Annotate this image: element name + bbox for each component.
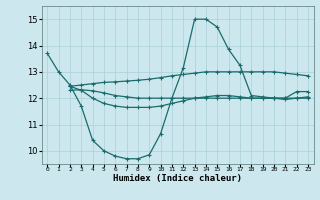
X-axis label: Humidex (Indice chaleur): Humidex (Indice chaleur) (113, 174, 242, 183)
